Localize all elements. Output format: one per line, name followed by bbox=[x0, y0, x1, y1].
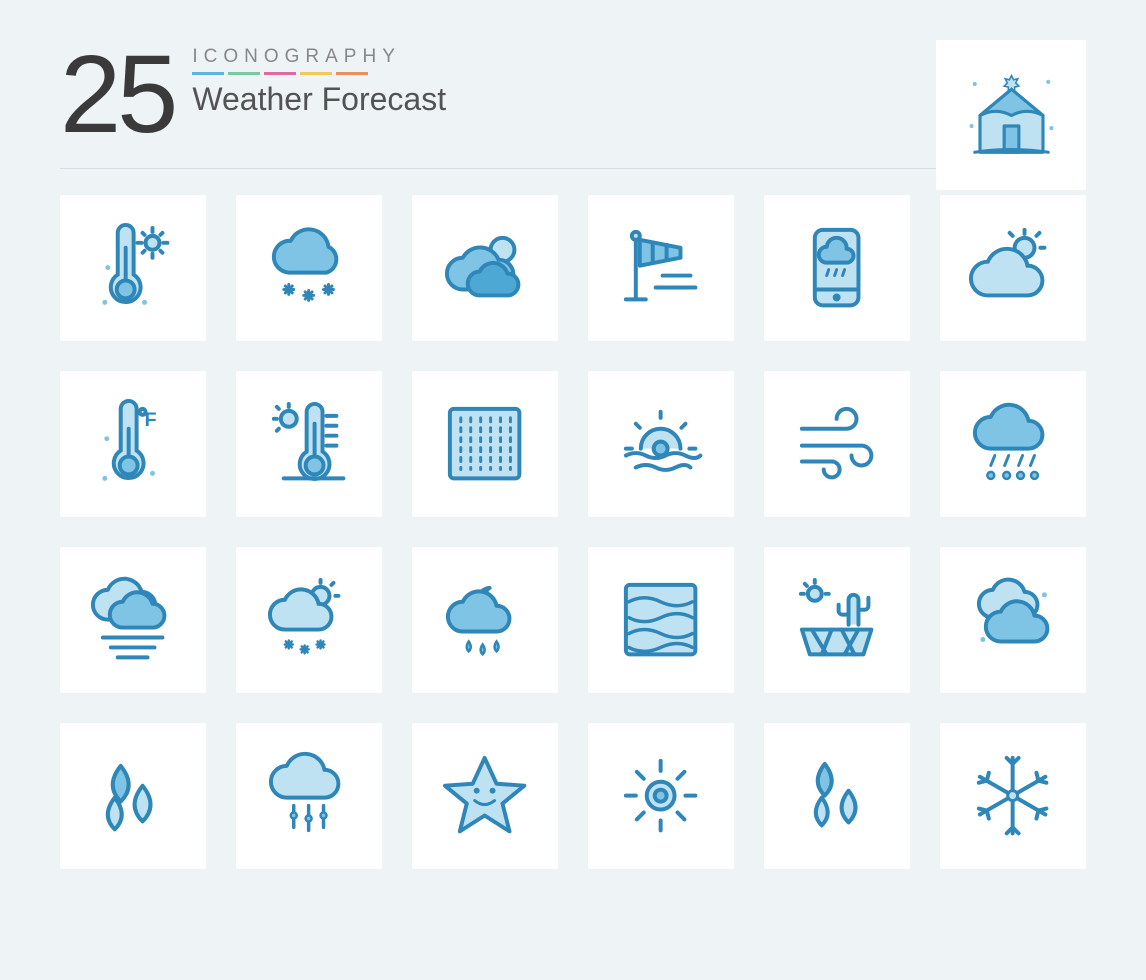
icon-tile bbox=[764, 723, 910, 869]
icon-tile bbox=[412, 723, 558, 869]
raindrops-icon bbox=[787, 746, 886, 845]
sunset-icon bbox=[611, 394, 710, 493]
icon-tile bbox=[764, 195, 910, 341]
icon-count: 25 bbox=[60, 40, 174, 150]
icon-tile bbox=[412, 547, 558, 693]
icon-tile: F bbox=[60, 371, 206, 517]
sun-cloud-snow-icon bbox=[259, 570, 358, 669]
kicker: ICONOGRAPHY bbox=[192, 46, 446, 68]
icon-tile bbox=[236, 371, 382, 517]
icon-tile bbox=[940, 547, 1086, 693]
icon-tile bbox=[940, 371, 1086, 517]
wind-icon bbox=[787, 394, 886, 493]
icon-tile bbox=[588, 547, 734, 693]
thermometer-fahrenheit-icon: F bbox=[83, 394, 182, 493]
accent-underline bbox=[192, 72, 446, 75]
icon-tile bbox=[940, 723, 1086, 869]
thermometer-sun-icon bbox=[83, 218, 182, 317]
icon-tile bbox=[588, 195, 734, 341]
sun-cloud-icon bbox=[963, 218, 1062, 317]
pack-title: Weather Forecast bbox=[192, 81, 446, 118]
icon-tile bbox=[60, 195, 206, 341]
cloud-snow-icon bbox=[259, 218, 358, 317]
water-drops-icon bbox=[83, 746, 182, 845]
icon-tile bbox=[236, 723, 382, 869]
icon-tile bbox=[412, 195, 558, 341]
divider bbox=[60, 168, 1086, 169]
icon-tile bbox=[940, 195, 1086, 341]
clouds-sun-icon bbox=[435, 218, 534, 317]
phone-weather-icon bbox=[787, 218, 886, 317]
snowflake-icon bbox=[963, 746, 1062, 845]
icon-tile bbox=[412, 371, 558, 517]
icon-tile bbox=[588, 371, 734, 517]
sun-bright-icon bbox=[611, 746, 710, 845]
star-face-icon bbox=[435, 746, 534, 845]
cloudy-icon bbox=[963, 570, 1062, 669]
icon-tile bbox=[60, 547, 206, 693]
waves-panel-icon bbox=[611, 570, 710, 669]
icon-tile bbox=[764, 371, 910, 517]
icon-grid: F bbox=[60, 195, 1086, 869]
thermometer-hot-icon bbox=[259, 394, 358, 493]
windsock-icon bbox=[611, 218, 710, 317]
snowy-house-icon bbox=[959, 63, 1064, 168]
cloud-sleet-icon bbox=[259, 746, 358, 845]
cloud-hail-icon bbox=[963, 394, 1062, 493]
icon-tile bbox=[60, 723, 206, 869]
icon-tile bbox=[236, 195, 382, 341]
rain-panel-icon bbox=[435, 394, 534, 493]
fog-clouds-icon bbox=[83, 570, 182, 669]
hero-icon-tile bbox=[936, 40, 1086, 190]
title-block: ICONOGRAPHY Weather Forecast bbox=[192, 46, 446, 118]
moon-cloud-rain-icon bbox=[435, 570, 534, 669]
icon-tile bbox=[236, 547, 382, 693]
desert-cactus-icon bbox=[787, 570, 886, 669]
header: 25 ICONOGRAPHY Weather Forecast bbox=[60, 40, 1086, 150]
icon-tile bbox=[764, 547, 910, 693]
icon-tile bbox=[588, 723, 734, 869]
